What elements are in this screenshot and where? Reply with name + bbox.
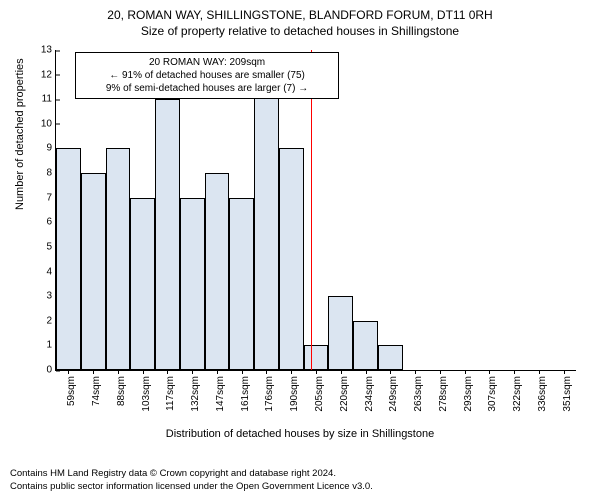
chart-title-address: 20, ROMAN WAY, SHILLINGSTONE, BLANDFORD … bbox=[0, 0, 600, 22]
histogram-bar bbox=[229, 198, 254, 370]
footer-line1: Contains HM Land Registry data © Crown c… bbox=[10, 468, 373, 481]
histogram-bar bbox=[328, 296, 353, 370]
y-tick: 8 bbox=[46, 168, 56, 179]
histogram-bar bbox=[254, 75, 279, 370]
x-tick-label: 190sqm bbox=[289, 372, 300, 412]
x-tick-label: 263sqm bbox=[413, 372, 424, 412]
x-tick-label: 293sqm bbox=[463, 372, 474, 412]
chart-plot-area: 01234567891011121359sqm74sqm88sqm103sqm1… bbox=[55, 50, 575, 370]
x-tick-label: 176sqm bbox=[264, 372, 275, 412]
x-tick-label: 336sqm bbox=[537, 372, 548, 412]
x-tick-label: 351sqm bbox=[562, 372, 573, 412]
y-tick: 0 bbox=[46, 365, 56, 376]
histogram-bar bbox=[81, 173, 106, 370]
x-tick-label: 74sqm bbox=[91, 372, 102, 406]
histogram-bar bbox=[279, 148, 304, 370]
histogram-bar bbox=[180, 198, 205, 370]
x-tick-label: 205sqm bbox=[314, 372, 325, 412]
x-tick-label: 249sqm bbox=[388, 372, 399, 412]
x-tick-label: 220sqm bbox=[339, 372, 350, 412]
x-axis-label: Distribution of detached houses by size … bbox=[0, 428, 600, 440]
y-tick: 10 bbox=[41, 118, 56, 129]
histogram-bar bbox=[304, 345, 329, 370]
histogram-bar bbox=[353, 321, 378, 370]
x-tick-label: 307sqm bbox=[487, 372, 498, 412]
x-tick-label: 147sqm bbox=[215, 372, 226, 412]
chart-title-subtitle: Size of property relative to detached ho… bbox=[0, 22, 600, 38]
y-tick: 13 bbox=[41, 45, 56, 56]
y-tick: 11 bbox=[42, 94, 56, 105]
y-tick: 6 bbox=[46, 217, 56, 228]
histogram-bar bbox=[378, 345, 403, 370]
x-tick-label: 161sqm bbox=[240, 372, 251, 412]
y-tick: 2 bbox=[46, 315, 56, 326]
y-tick: 1 bbox=[46, 340, 56, 351]
infobox-line1: 20 ROMAN WAY: 209sqm bbox=[82, 56, 332, 69]
histogram-bar bbox=[130, 198, 155, 370]
x-tick-label: 234sqm bbox=[364, 372, 375, 412]
chart-container: 20, ROMAN WAY, SHILLINGSTONE, BLANDFORD … bbox=[0, 0, 600, 500]
infobox-line3: 9% of semi-detached houses are larger (7… bbox=[82, 82, 332, 95]
x-tick-label: 322sqm bbox=[512, 372, 523, 412]
x-tick-label: 103sqm bbox=[141, 372, 152, 412]
infobox-line2: ← 91% of detached houses are smaller (75… bbox=[82, 69, 332, 82]
y-tick: 3 bbox=[46, 291, 56, 302]
x-tick-label: 278sqm bbox=[438, 372, 449, 412]
footer-attribution: Contains HM Land Registry data © Crown c… bbox=[10, 468, 373, 494]
x-tick-label: 117sqm bbox=[165, 372, 176, 411]
footer-line2: Contains public sector information licen… bbox=[10, 481, 373, 494]
y-tick: 4 bbox=[46, 266, 56, 277]
y-tick: 7 bbox=[46, 192, 56, 203]
y-tick: 9 bbox=[46, 143, 56, 154]
y-tick: 12 bbox=[41, 69, 56, 80]
y-tick: 5 bbox=[46, 241, 56, 252]
histogram-bar bbox=[155, 99, 180, 370]
histogram-bar bbox=[106, 148, 131, 370]
x-tick-label: 132sqm bbox=[190, 372, 201, 412]
y-axis-label: Number of detached properties bbox=[14, 58, 26, 210]
histogram-bar bbox=[205, 173, 230, 370]
x-tick-label: 59sqm bbox=[66, 372, 77, 406]
x-tick-label: 88sqm bbox=[116, 372, 127, 406]
reference-infobox: 20 ROMAN WAY: 209sqm ← 91% of detached h… bbox=[75, 52, 339, 99]
histogram-bar bbox=[56, 148, 81, 370]
